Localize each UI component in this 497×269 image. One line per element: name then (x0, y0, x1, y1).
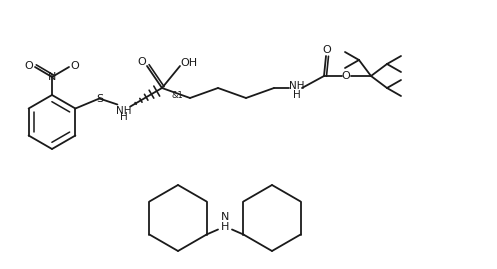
Text: O: O (138, 57, 147, 67)
Text: H: H (293, 90, 301, 100)
Text: O: O (323, 45, 331, 55)
Text: N: N (48, 72, 56, 82)
Text: O: O (71, 61, 80, 71)
Text: S: S (96, 94, 103, 104)
Text: H: H (119, 112, 127, 122)
Text: N: N (221, 211, 229, 221)
Text: O: O (341, 71, 350, 81)
Text: &1: &1 (172, 91, 184, 101)
Text: NH: NH (116, 105, 131, 115)
Text: OH: OH (180, 58, 198, 68)
Text: H: H (221, 221, 229, 232)
Text: NH: NH (289, 81, 305, 91)
Text: O: O (25, 61, 33, 71)
